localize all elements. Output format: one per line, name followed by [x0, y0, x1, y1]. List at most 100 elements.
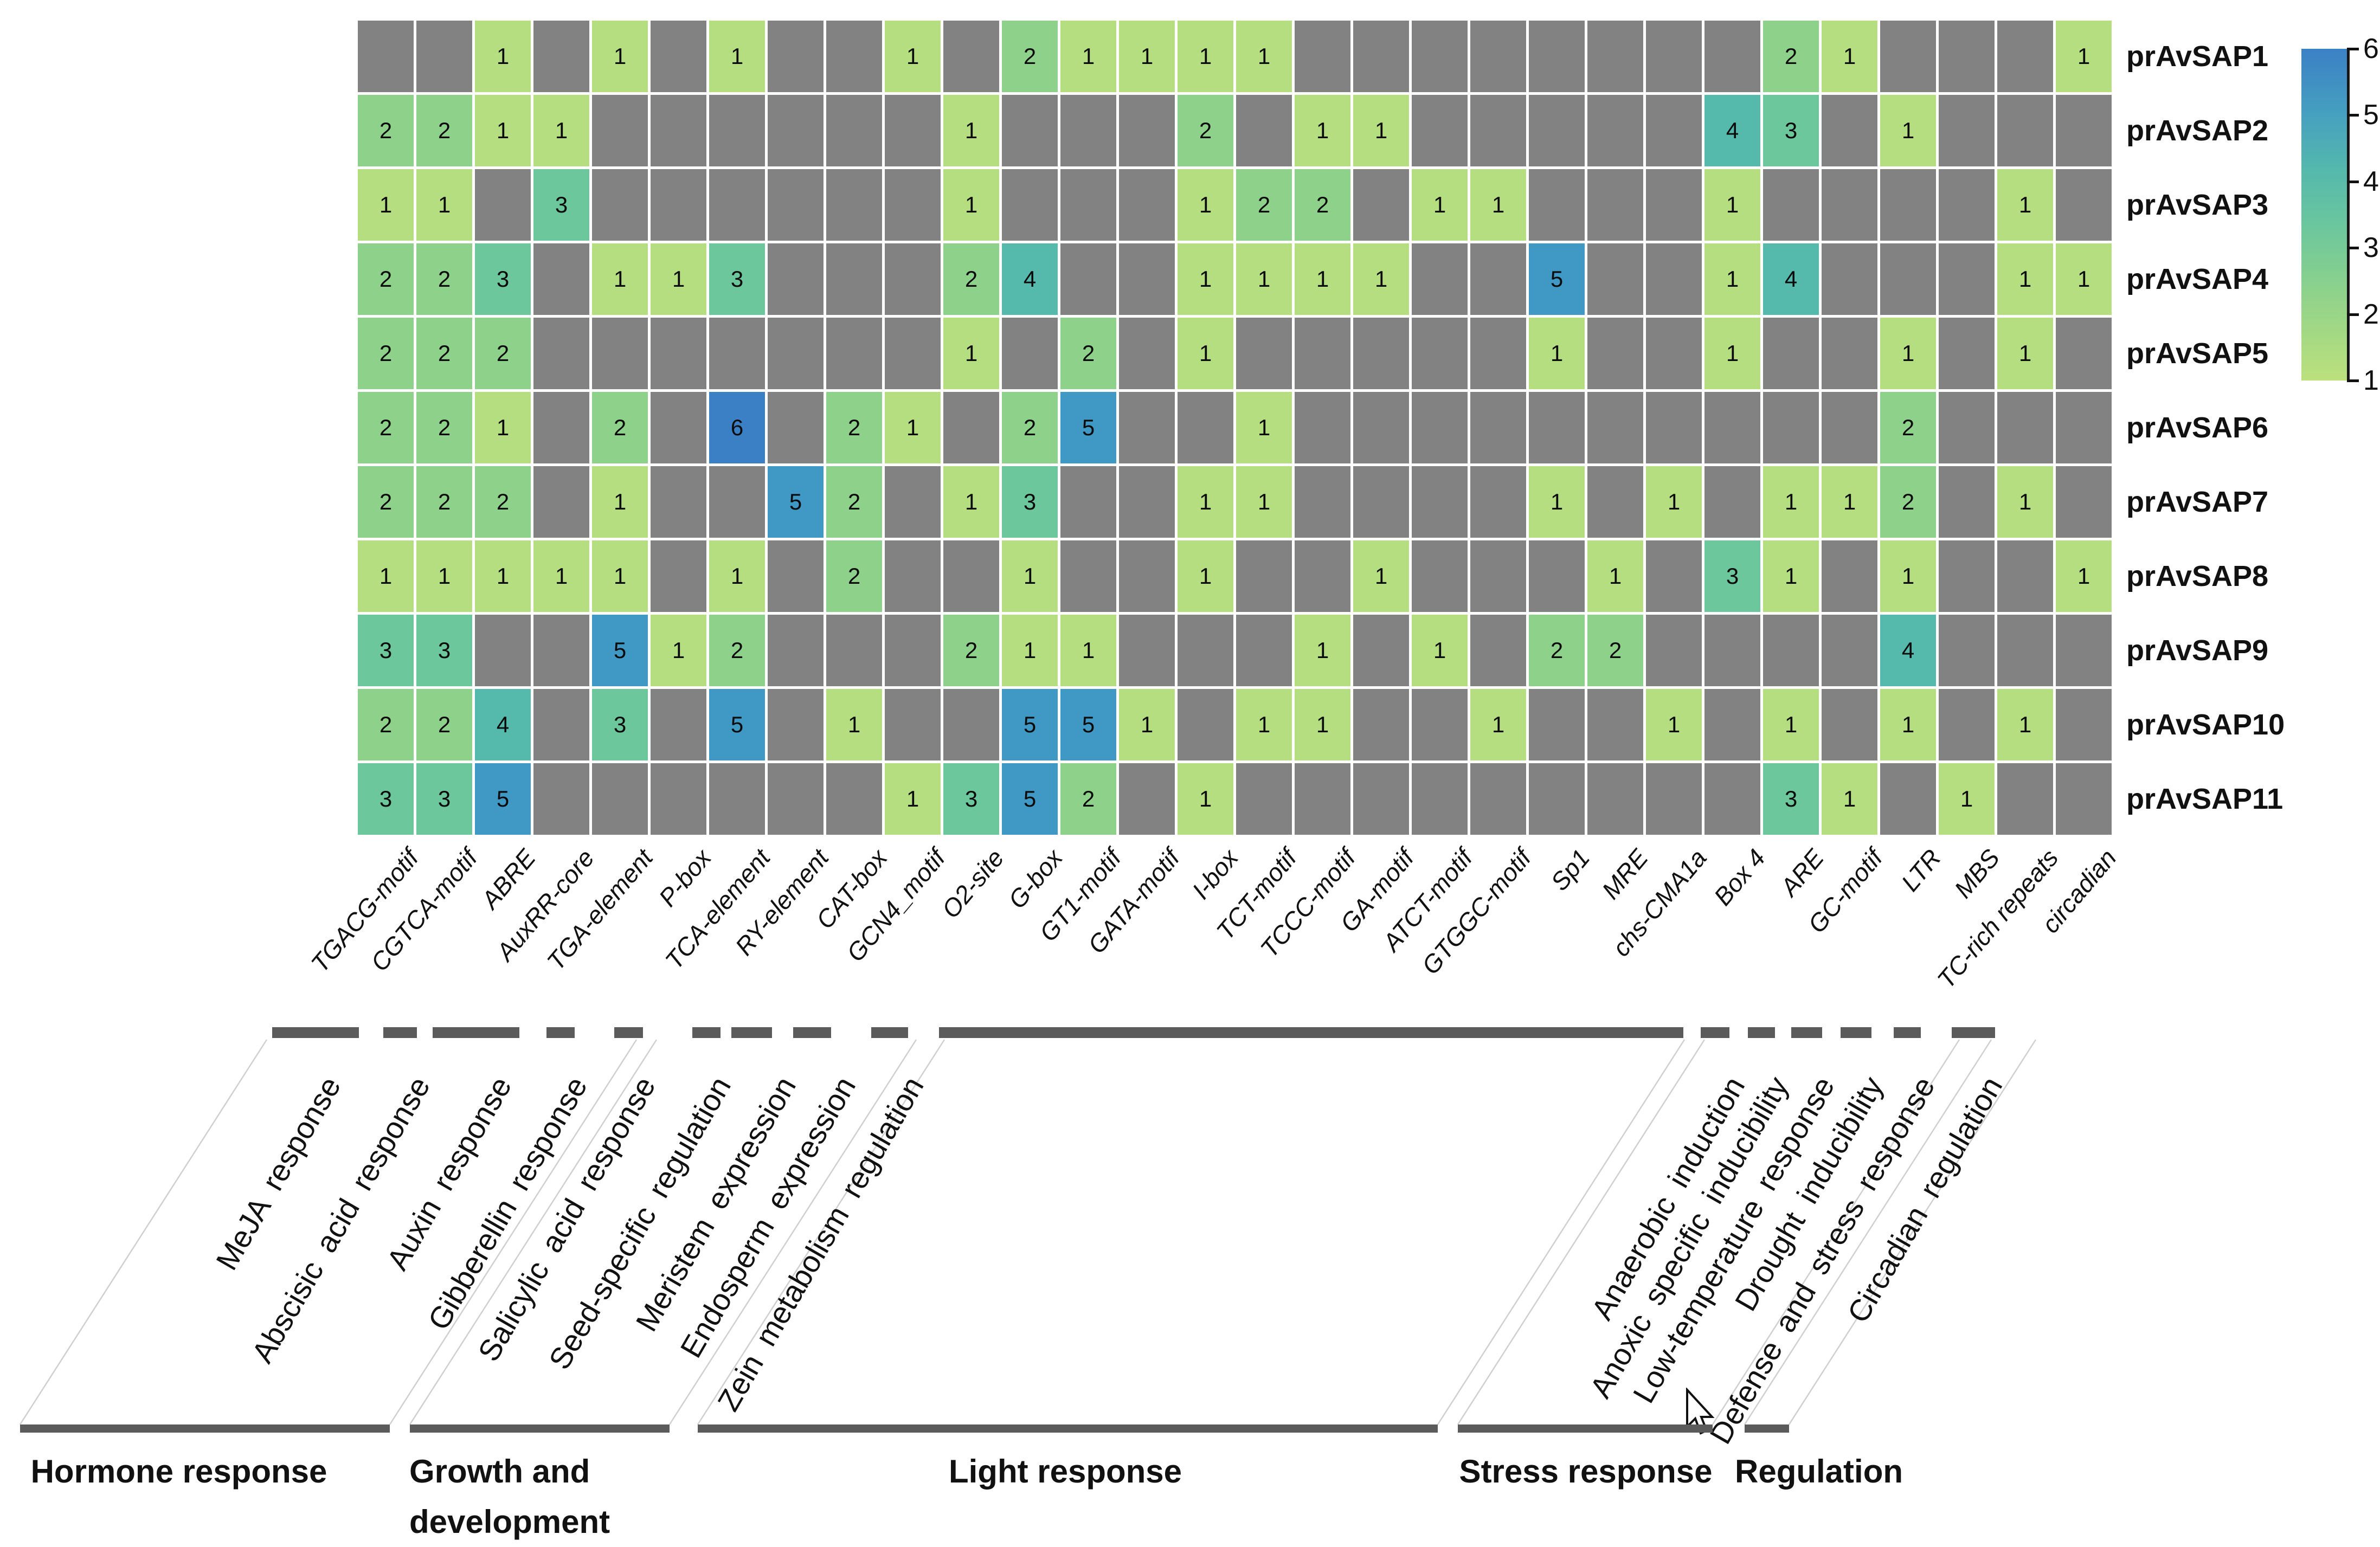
- heatmap-cell: 1: [1822, 21, 1877, 92]
- heatmap-cell: 2: [943, 243, 999, 315]
- heatmap-cell: 1: [475, 21, 531, 92]
- heatmap-cell: 5: [1060, 689, 1116, 760]
- row-label: prAvSAP6: [2126, 411, 2269, 444]
- heatmap-cell: [943, 392, 999, 463]
- heatmap-cell: [1178, 615, 1233, 686]
- heatmap-cell: [1119, 243, 1175, 315]
- heatmap-cell: 3: [1763, 95, 1819, 166]
- heatmap-cell: [1822, 615, 1877, 686]
- heatmap-cell: [533, 21, 589, 92]
- heatmap-cell: [1939, 169, 1995, 241]
- heatmap-cell: [1236, 763, 1292, 835]
- heatmap-cell: 1: [885, 763, 941, 835]
- heatmap-cell: 1: [1997, 169, 2053, 241]
- heatmap-cell: [943, 689, 999, 760]
- heatmap-cell: 2: [416, 95, 472, 166]
- heatmap-cell: 2: [358, 466, 414, 538]
- heatmap-cell: 1: [943, 169, 999, 241]
- heatmap-cell: [768, 392, 824, 463]
- heatmap-cell: 5: [475, 763, 531, 835]
- heatmap-cell: [768, 615, 824, 686]
- heatmap-cell: [533, 318, 589, 389]
- heatmap-cell: [768, 243, 824, 315]
- heatmap-cell: [592, 763, 648, 835]
- heatmap-cell: 6: [709, 392, 765, 463]
- heatmap-cell: [1587, 95, 1643, 166]
- heatmap-cell: [1587, 689, 1643, 760]
- heatmap-cell: [2056, 95, 2112, 166]
- annotation-bracket-bar: [939, 1027, 1683, 1038]
- row-label: prAvSAP9: [2126, 634, 2269, 667]
- heatmap-cell: 2: [709, 615, 765, 686]
- heatmap-cell: 1: [475, 540, 531, 612]
- heatmap-cell: [1880, 21, 1936, 92]
- heatmap-cell: [1412, 318, 1468, 389]
- heatmap-cell: [651, 169, 706, 241]
- heatmap-cell: [1646, 95, 1702, 166]
- heatmap-cell: [709, 169, 765, 241]
- heatmap-cell: [1178, 392, 1233, 463]
- heatmap-cell: 1: [1060, 21, 1116, 92]
- heatmap-cell: 3: [1763, 763, 1819, 835]
- heatmap-cell: [1353, 763, 1409, 835]
- heatmap-cell: [651, 540, 706, 612]
- heatmap-cell: [768, 169, 824, 241]
- heatmap-cell: 1: [1295, 689, 1350, 760]
- heatmap-cell: [1646, 169, 1702, 241]
- heatmap-cell: [1119, 615, 1175, 686]
- annotation-bracket-bar: [1791, 1027, 1822, 1038]
- heatmap-cell: 1: [1939, 763, 1995, 835]
- heatmap-cell: 1: [1763, 540, 1819, 612]
- annotation-bracket-bar: [383, 1027, 417, 1038]
- legend-tick: [2347, 48, 2359, 50]
- heatmap-cell: [1119, 392, 1175, 463]
- heatmap-cell: 2: [826, 466, 882, 538]
- heatmap-cell: 1: [1002, 540, 1058, 612]
- heatmap-cell: [1060, 540, 1116, 612]
- heatmap-cell: [1470, 763, 1526, 835]
- heatmap-cell: [592, 169, 648, 241]
- heatmap-cell: [1704, 466, 1760, 538]
- heatmap-cell: [1587, 392, 1643, 463]
- heatmap-cell: [1997, 763, 2053, 835]
- heatmap-cell: [1353, 689, 1409, 760]
- heatmap-cell: [826, 318, 882, 389]
- heatmap-cell: [1822, 540, 1877, 612]
- heatmap-cell: [1119, 318, 1175, 389]
- row-label: prAvSAP11: [2126, 783, 2283, 815]
- category-group-label: Growth and development: [409, 1453, 610, 1540]
- heatmap-cell: 5: [1529, 243, 1585, 315]
- heatmap-cell: [2056, 763, 2112, 835]
- heatmap-cell: 2: [358, 243, 414, 315]
- heatmap-cell: 1: [475, 95, 531, 166]
- heatmap-cell: [885, 615, 941, 686]
- heatmap-cell: 1: [1236, 21, 1292, 92]
- heatmap-cell: 1: [1060, 615, 1116, 686]
- heatmap-cell: [1822, 392, 1877, 463]
- heatmap-cell: 1: [1880, 318, 1936, 389]
- heatmap-cell: [2056, 318, 2112, 389]
- heatmap-cell: [1470, 243, 1526, 315]
- heatmap-cell: 1: [943, 318, 999, 389]
- heatmap-cell: [1529, 21, 1585, 92]
- heatmap-cell: [1060, 169, 1116, 241]
- heatmap-cell: 1: [1997, 318, 2053, 389]
- heatmap-cell: 2: [416, 318, 472, 389]
- heatmap-cell: 3: [592, 689, 648, 760]
- heatmap-cell: [533, 615, 589, 686]
- category-group-bar: [1458, 1424, 1713, 1433]
- heatmap-cell: [1763, 615, 1819, 686]
- heatmap-cell: [533, 763, 589, 835]
- heatmap-cell: [651, 95, 706, 166]
- annotation-bracket-bar: [1748, 1027, 1775, 1038]
- heatmap-cell: 1: [651, 615, 706, 686]
- row-label: prAvSAP4: [2126, 263, 2269, 295]
- heatmap-cell: 1: [1236, 392, 1292, 463]
- heatmap-cell: 1: [1646, 689, 1702, 760]
- heatmap-cell: [1529, 95, 1585, 166]
- heatmap-cell: 1: [1763, 689, 1819, 760]
- heatmap-cell: 3: [358, 615, 414, 686]
- heatmap-cell: [1119, 540, 1175, 612]
- row-label: prAvSAP3: [2126, 189, 2269, 221]
- heatmap-cell: 5: [709, 689, 765, 760]
